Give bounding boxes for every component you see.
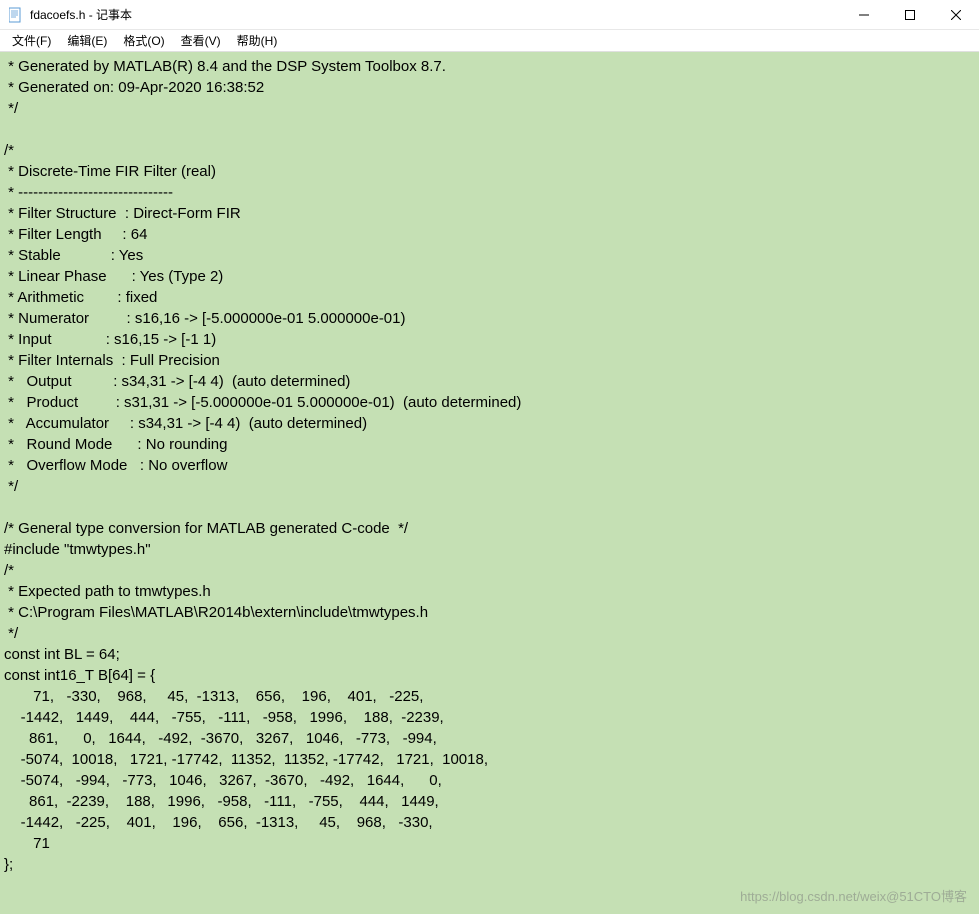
close-button[interactable]: [933, 0, 979, 29]
titlebar: fdacoefs.h - 记事本: [0, 0, 979, 30]
menu-file[interactable]: 文件(F): [4, 30, 59, 51]
watermark-text: https://blog.csdn.net/weix@51CTO博客: [740, 888, 967, 906]
menu-format[interactable]: 格式(O): [115, 30, 172, 51]
menu-view[interactable]: 查看(V): [173, 30, 229, 51]
minimize-button[interactable]: [841, 0, 887, 29]
menu-edit[interactable]: 编辑(E): [59, 30, 115, 51]
editor-content[interactable]: * Generated by MATLAB(R) 8.4 and the DSP…: [0, 52, 979, 914]
notepad-icon: [8, 7, 24, 23]
menu-help[interactable]: 帮助(H): [229, 30, 286, 51]
menubar: 文件(F) 编辑(E) 格式(O) 查看(V) 帮助(H): [0, 30, 979, 52]
window-title: fdacoefs.h - 记事本: [30, 6, 841, 23]
window-controls: [841, 0, 979, 29]
maximize-button[interactable]: [887, 0, 933, 29]
